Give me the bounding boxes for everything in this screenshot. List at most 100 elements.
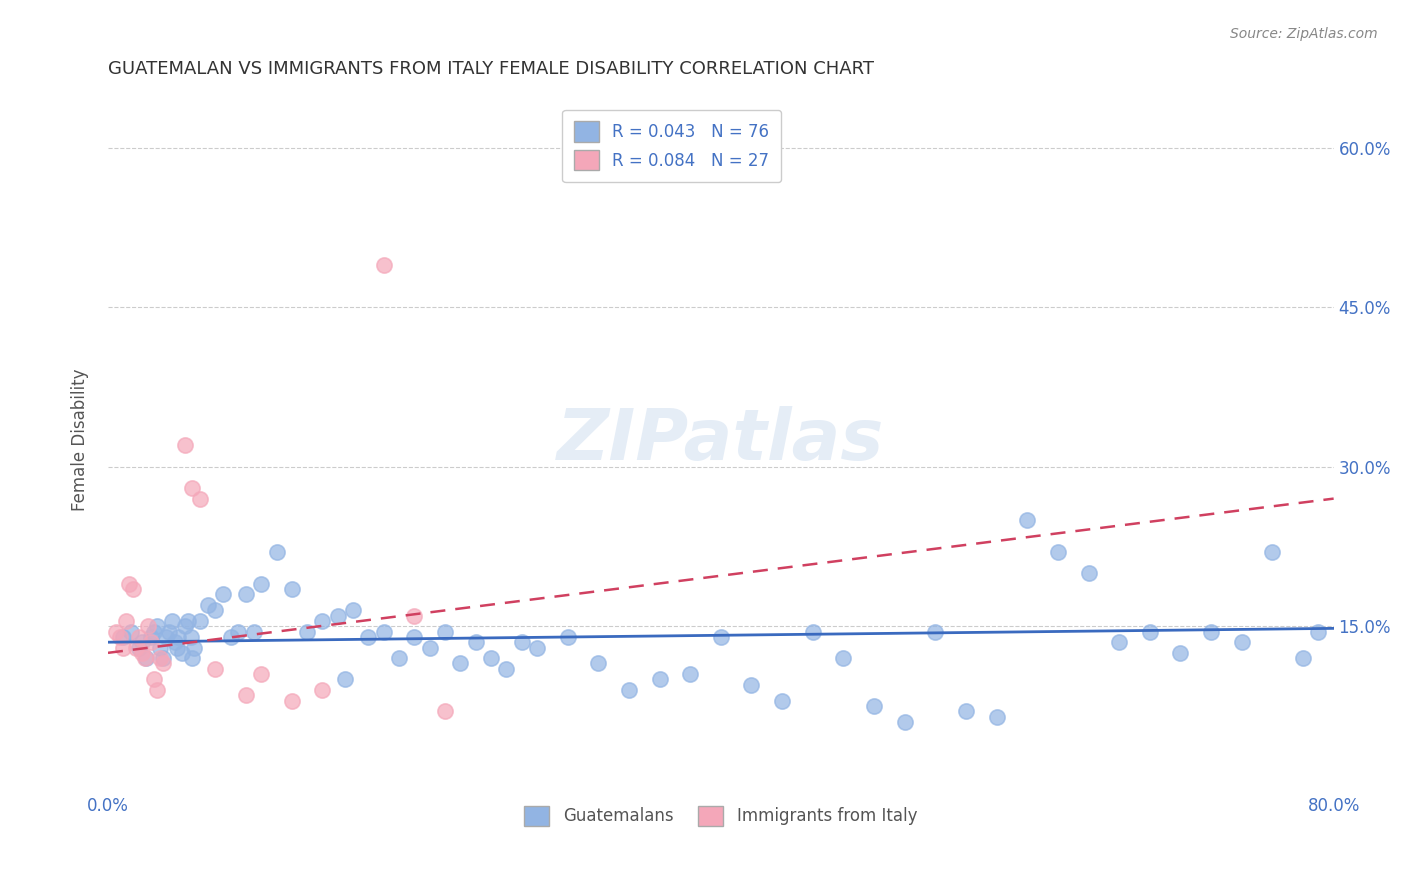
Point bbox=[404, 608, 426, 623]
Point bbox=[434, 624, 457, 639]
Point bbox=[373, 258, 395, 272]
Point bbox=[617, 683, 640, 698]
Point bbox=[1170, 646, 1192, 660]
Point bbox=[419, 640, 441, 655]
Point bbox=[1199, 624, 1222, 639]
Point bbox=[121, 582, 143, 596]
Point bbox=[924, 624, 946, 639]
Point bbox=[155, 630, 177, 644]
Point bbox=[128, 630, 150, 644]
Point bbox=[180, 630, 202, 644]
Point bbox=[770, 694, 793, 708]
Point bbox=[204, 603, 226, 617]
Point bbox=[295, 624, 318, 639]
Point bbox=[388, 651, 411, 665]
Point bbox=[152, 657, 174, 671]
Point bbox=[142, 673, 165, 687]
Point bbox=[181, 651, 204, 665]
Point bbox=[266, 545, 288, 559]
Point bbox=[740, 678, 762, 692]
Point bbox=[235, 689, 257, 703]
Point bbox=[1230, 635, 1253, 649]
Point bbox=[204, 662, 226, 676]
Point bbox=[464, 635, 486, 649]
Point bbox=[342, 603, 364, 617]
Point bbox=[434, 704, 457, 718]
Point bbox=[479, 651, 502, 665]
Point bbox=[1046, 545, 1069, 559]
Point bbox=[115, 614, 138, 628]
Point bbox=[131, 635, 153, 649]
Point bbox=[149, 640, 172, 655]
Point bbox=[134, 651, 156, 665]
Point bbox=[955, 704, 977, 718]
Point bbox=[188, 614, 211, 628]
Point bbox=[250, 576, 273, 591]
Point bbox=[170, 646, 193, 660]
Point bbox=[124, 640, 146, 655]
Point bbox=[526, 640, 548, 655]
Point bbox=[146, 619, 169, 633]
Point bbox=[586, 657, 609, 671]
Point bbox=[166, 640, 188, 655]
Point bbox=[146, 683, 169, 698]
Point bbox=[801, 624, 824, 639]
Point bbox=[281, 694, 304, 708]
Y-axis label: Female Disability: Female Disability bbox=[72, 369, 89, 511]
Point bbox=[120, 624, 142, 639]
Point bbox=[326, 608, 349, 623]
Point bbox=[118, 576, 141, 591]
Point bbox=[1017, 513, 1039, 527]
Point bbox=[495, 662, 517, 676]
Point bbox=[139, 635, 162, 649]
Point bbox=[135, 651, 157, 665]
Point bbox=[219, 630, 242, 644]
Point bbox=[281, 582, 304, 596]
Point bbox=[1261, 545, 1284, 559]
Point bbox=[449, 657, 471, 671]
Point bbox=[1108, 635, 1130, 649]
Legend: Guatemalans, Immigrants from Italy: Guatemalans, Immigrants from Italy bbox=[517, 799, 924, 833]
Point bbox=[173, 619, 195, 633]
Point bbox=[104, 624, 127, 639]
Point bbox=[242, 624, 264, 639]
Point bbox=[1292, 651, 1315, 665]
Point bbox=[181, 481, 204, 495]
Point bbox=[863, 698, 886, 713]
Point bbox=[112, 640, 135, 655]
Point bbox=[311, 614, 333, 628]
Point bbox=[557, 630, 579, 644]
Point bbox=[136, 619, 159, 633]
Point bbox=[893, 714, 915, 729]
Point bbox=[176, 614, 198, 628]
Point bbox=[165, 635, 187, 649]
Point bbox=[832, 651, 855, 665]
Point bbox=[112, 630, 135, 644]
Text: GUATEMALAN VS IMMIGRANTS FROM ITALY FEMALE DISABILITY CORRELATION CHART: GUATEMALAN VS IMMIGRANTS FROM ITALY FEMA… bbox=[108, 60, 875, 78]
Point bbox=[510, 635, 533, 649]
Point bbox=[235, 587, 257, 601]
Point bbox=[373, 624, 395, 639]
Point bbox=[152, 651, 174, 665]
Point bbox=[710, 630, 733, 644]
Point bbox=[679, 667, 702, 681]
Point bbox=[250, 667, 273, 681]
Point bbox=[1139, 624, 1161, 639]
Point bbox=[188, 491, 211, 506]
Point bbox=[131, 646, 153, 660]
Point bbox=[183, 640, 205, 655]
Point bbox=[357, 630, 380, 644]
Point bbox=[335, 673, 357, 687]
Point bbox=[162, 614, 184, 628]
Point bbox=[197, 598, 219, 612]
Point bbox=[157, 624, 180, 639]
Point bbox=[128, 640, 150, 655]
Point bbox=[1077, 566, 1099, 580]
Point bbox=[139, 630, 162, 644]
Text: ZIPatlas: ZIPatlas bbox=[557, 406, 884, 475]
Point bbox=[142, 624, 165, 639]
Point bbox=[404, 630, 426, 644]
Point bbox=[212, 587, 235, 601]
Point bbox=[173, 438, 195, 452]
Point bbox=[110, 630, 132, 644]
